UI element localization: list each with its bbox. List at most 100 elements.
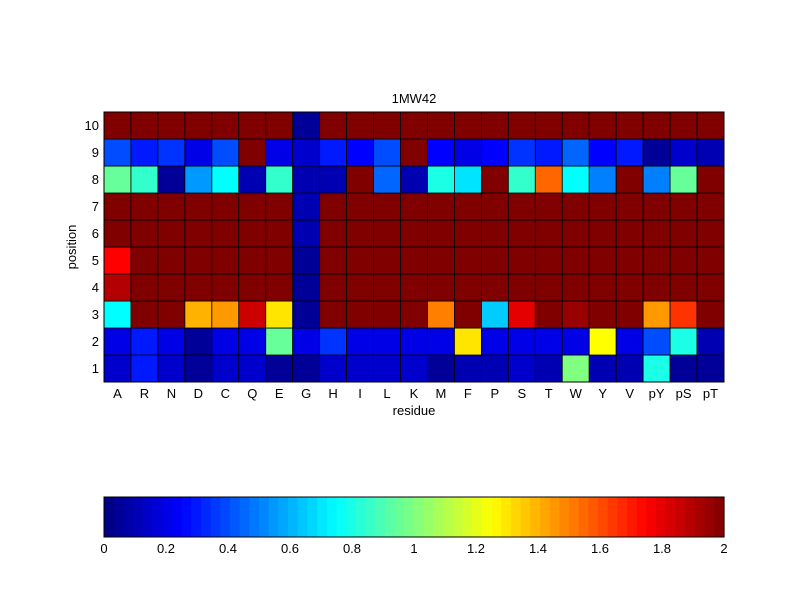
heatmap-cell [642, 300, 671, 329]
colorbar-segment [636, 497, 648, 537]
x-tick-label: Q [247, 386, 257, 401]
heatmap-cell [615, 327, 644, 356]
heatmap-cell [265, 138, 294, 167]
chart-title: 1MW42 [392, 91, 437, 106]
heatmap-cell [184, 138, 213, 167]
x-tick-label: pY [649, 386, 665, 401]
heatmap-cell [669, 273, 698, 302]
x-tick-label: E [275, 386, 284, 401]
heatmap-cell [184, 219, 213, 248]
heatmap-cell [238, 273, 267, 302]
heatmap-cell [427, 354, 455, 383]
heatmap-cell [669, 300, 698, 329]
heatmap-cell [373, 165, 401, 194]
colorbar-segment [617, 497, 628, 537]
heatmap-cell [588, 192, 617, 221]
colorbar-tick-label: 1.8 [653, 541, 671, 556]
heatmap-cell [507, 219, 536, 248]
heatmap-cell [534, 300, 563, 329]
heatmap-cell [346, 273, 374, 302]
heatmap-cell [400, 273, 428, 302]
colorbar-tick-label: 0.8 [343, 541, 361, 556]
colorbar-tick-label: 1.4 [529, 541, 547, 556]
colorbar-segment [278, 497, 289, 537]
x-tick-label: I [358, 386, 362, 401]
heatmap-cell [480, 300, 509, 329]
heatmap-cell [454, 192, 482, 221]
colorbar-segment [297, 497, 309, 537]
heatmap-cell [319, 246, 348, 275]
heatmap-cell [534, 354, 563, 383]
heatmap-cell [454, 273, 482, 302]
heatmap-cell [265, 111, 294, 140]
heatmap-cell [454, 300, 482, 329]
heatmap-cell [588, 165, 617, 194]
heatmap-cell [669, 219, 698, 248]
heatmap-cell [211, 165, 240, 194]
y-tick-label: 8 [92, 172, 99, 187]
heatmap-cell [400, 219, 428, 248]
heatmap-cell [642, 246, 671, 275]
colorbar-segment [142, 497, 154, 537]
colorbar-segment [656, 497, 667, 537]
heatmap-cell [130, 165, 159, 194]
colorbar-segment [598, 497, 609, 537]
heatmap-cell [211, 111, 240, 140]
heatmap-cell [480, 219, 509, 248]
heatmap-cell [588, 327, 617, 356]
colorbar-segment [191, 497, 202, 537]
heatmap-cell [534, 165, 563, 194]
heatmap-cell [669, 327, 698, 356]
heatmap-cell [184, 300, 213, 329]
heatmap-cell [615, 273, 644, 302]
heatmap-cell [292, 273, 321, 302]
colorbar-segment [346, 497, 357, 537]
y-tick-label: 2 [92, 334, 99, 349]
colorbar-frame [103, 496, 725, 538]
heatmap-cell [561, 219, 590, 248]
colorbar-segment [569, 497, 580, 537]
heatmap-cell [238, 246, 267, 275]
x-tick-label: Y [598, 386, 607, 401]
colorbar-segment [665, 497, 677, 537]
heatmap-cell [669, 354, 698, 383]
heatmap-cell [346, 138, 374, 167]
colorbar-segment [530, 497, 541, 537]
colorbar [104, 497, 725, 537]
colorbar-segment [317, 497, 328, 537]
heatmap-cell [103, 300, 132, 329]
colorbar-segment [472, 497, 483, 537]
x-tick-label: W [570, 386, 583, 401]
heatmap-cell [103, 111, 132, 140]
heatmap-cell [615, 138, 644, 167]
heatmap-cell [157, 165, 186, 194]
heatmap-cell [615, 246, 644, 275]
heatmap-cell [103, 327, 132, 356]
colorbar-tick-label: 1 [410, 541, 417, 556]
heatmap-cell [130, 273, 159, 302]
heatmap-cell [615, 192, 644, 221]
colorbar-segment [394, 497, 405, 537]
heatmap-cell [400, 354, 428, 383]
heatmap-cell [292, 327, 321, 356]
heatmap-cell [292, 300, 321, 329]
heatmap-cell [346, 192, 374, 221]
heatmap-cell [642, 165, 671, 194]
heatmap-cell [211, 138, 240, 167]
heatmap-cell [292, 165, 321, 194]
heatmap-cell [346, 219, 374, 248]
heatmap-cell [103, 192, 132, 221]
heatmap-cell [157, 111, 186, 140]
heatmap-cell [561, 354, 590, 383]
colorbar-tick-label: 0.4 [219, 541, 237, 556]
heatmap-cell [292, 354, 321, 383]
heatmap-cell [346, 354, 374, 383]
heatmap-cell [588, 273, 617, 302]
colorbar-segment [220, 497, 231, 537]
heatmap-cell [615, 219, 644, 248]
colorbar-segment [210, 497, 221, 537]
heatmap-cell [157, 327, 186, 356]
heatmap-cell [561, 165, 590, 194]
heatmap-cell [427, 327, 455, 356]
